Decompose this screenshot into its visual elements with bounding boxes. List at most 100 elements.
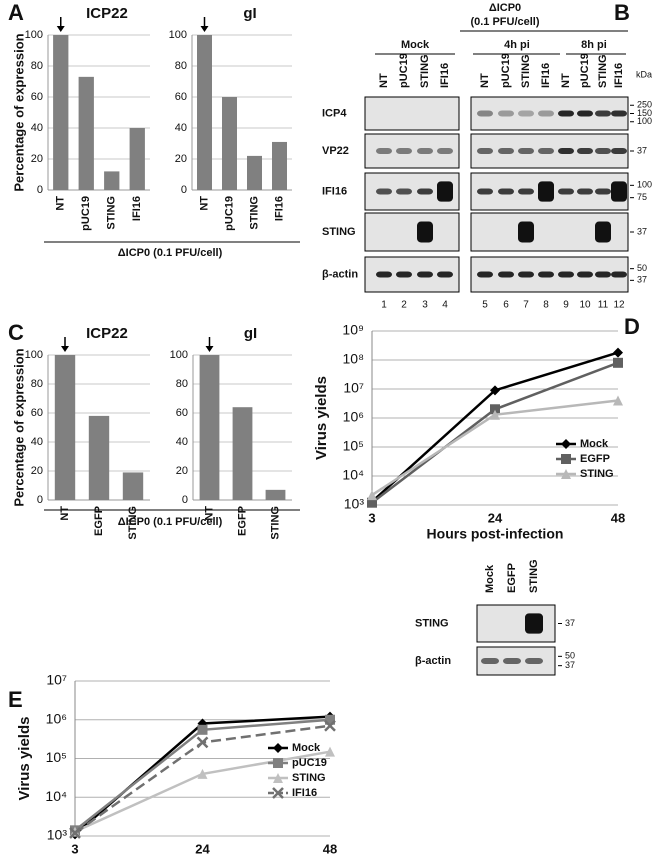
panel-letter: B [614, 0, 630, 25]
y-tick-label: 100 [25, 349, 43, 361]
panel-letter: D [624, 314, 640, 339]
band [611, 181, 627, 202]
y-tick-label: 40 [31, 122, 43, 134]
y-tick-label: 20 [175, 153, 187, 165]
y-tick-label: 10⁷ [343, 380, 364, 396]
band [518, 188, 534, 195]
band [558, 110, 574, 117]
point [561, 439, 571, 449]
band [611, 110, 627, 117]
bar [129, 128, 145, 190]
blot-subheader: (0.1 PFU/cell) [470, 16, 539, 28]
band [417, 188, 433, 195]
bar [197, 35, 212, 190]
chart-title: gI [244, 325, 257, 342]
x-tick-label: 48 [323, 841, 337, 856]
size-marker: 37 [637, 145, 647, 155]
lane-number: 5 [482, 300, 488, 311]
x-tick-label: STING [248, 196, 260, 230]
band [437, 181, 453, 202]
y-tick-label: 100 [169, 29, 187, 41]
bar [265, 489, 286, 500]
row-label: STING [415, 617, 449, 629]
band [577, 188, 593, 195]
panel-letter: E [8, 687, 23, 712]
lane-label: IFI16 [540, 63, 552, 88]
group-label: 4h pi [504, 39, 530, 51]
y-tick-label: 0 [37, 494, 43, 506]
x-tick-label: pUC19 [80, 196, 92, 231]
band [518, 110, 534, 117]
band [558, 148, 574, 154]
band [396, 148, 412, 154]
y-tick-label: 10⁷ [46, 672, 67, 688]
lane-label: EGFP [506, 563, 518, 593]
band [477, 271, 493, 278]
y-axis-label: Virus yields [16, 717, 33, 801]
x-tick-label: STING [269, 506, 281, 540]
y-tick-label: 40 [31, 436, 43, 448]
legend-label: Mock [580, 438, 609, 450]
y-tick-label: 10⁸ [343, 351, 365, 367]
legend-label: pUC19 [292, 757, 327, 769]
point [613, 347, 623, 358]
blot-strip [364, 96, 460, 131]
band [376, 148, 392, 154]
point [613, 357, 623, 368]
size-marker: 37 [565, 660, 575, 670]
band [498, 148, 514, 154]
size-marker: 37 [637, 275, 647, 285]
x-tick-label: NT [55, 196, 67, 211]
row-label: β-actin [322, 268, 358, 280]
bar [272, 141, 287, 190]
band [538, 181, 554, 202]
point [367, 497, 377, 508]
y-tick-label: 10⁹ [342, 322, 364, 338]
band [437, 271, 453, 278]
band [396, 188, 412, 195]
x-tick-label: NT [203, 506, 215, 521]
y-tick-label: 10⁶ [46, 710, 67, 726]
band [538, 110, 554, 117]
band [376, 188, 392, 195]
lane-number: 2 [401, 300, 407, 311]
band [498, 110, 514, 117]
size-marker: 37 [637, 226, 647, 236]
lane-label: NT [479, 73, 491, 88]
x-tick-label: 3 [71, 841, 78, 856]
arrow-head [205, 346, 214, 352]
x-axis-label: Hours post-infection [427, 526, 564, 542]
size-marker: 75 [637, 192, 647, 202]
row-label: β-actin [415, 655, 451, 667]
band [595, 148, 611, 154]
x-tick-label: 48 [611, 510, 625, 525]
band [595, 221, 611, 243]
lane-label: NT [378, 73, 390, 88]
band [498, 271, 514, 278]
x-tick-label: 24 [195, 841, 210, 856]
point [69, 827, 81, 839]
band [538, 271, 554, 278]
y-tick-label: 20 [176, 465, 188, 477]
y-tick-label: 40 [175, 122, 187, 134]
legend-label: Mock [292, 742, 321, 754]
lane-number: 8 [543, 300, 549, 311]
point [273, 758, 283, 768]
x-tick-label: 3 [368, 510, 375, 525]
size-marker: 150 [637, 108, 652, 118]
lane-number: 11 [598, 300, 609, 311]
lane-number: 9 [563, 300, 569, 311]
point [272, 787, 284, 799]
footer: ΔICP0 (0.1 PFU/cell) [118, 247, 223, 259]
bar [122, 472, 144, 500]
size-marker: 100 [637, 116, 652, 126]
y-tick-label: 80 [31, 378, 43, 390]
band [503, 658, 521, 664]
x-tick-label: STING [106, 196, 118, 230]
y-tick-label: 20 [31, 153, 43, 165]
band [417, 271, 433, 278]
band [477, 148, 493, 154]
lane-label: STING [528, 559, 540, 593]
